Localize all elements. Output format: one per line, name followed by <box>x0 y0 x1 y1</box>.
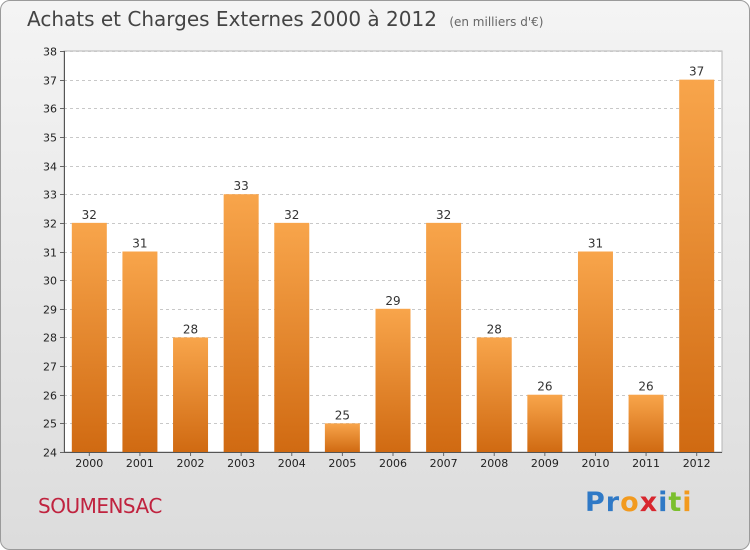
x-tick-label: 2001 <box>126 457 154 470</box>
x-tick-label: 2009 <box>531 457 559 470</box>
logo-letter: i <box>658 487 669 518</box>
y-tick-label: 28 <box>43 332 57 345</box>
y-tick-label: 31 <box>43 247 57 260</box>
x-tick-label: 2008 <box>480 457 508 470</box>
y-tick-label: 29 <box>43 304 57 317</box>
logo-letter: i <box>682 487 693 518</box>
y-tick-label: 35 <box>43 132 57 145</box>
x-tick-label: 2000 <box>75 457 103 470</box>
bar <box>577 251 613 452</box>
bar-value-label: 32 <box>82 208 97 222</box>
y-tick-label: 33 <box>43 189 57 202</box>
x-tick-label: 2006 <box>379 457 407 470</box>
bar <box>223 194 259 452</box>
logo-letter: x <box>639 487 659 518</box>
commune-name: SOUMENSAC <box>38 494 162 518</box>
logo-letter: o <box>620 487 640 518</box>
x-tick-label: 2004 <box>278 457 306 470</box>
bar <box>274 222 310 452</box>
y-tick-label: 37 <box>43 75 57 88</box>
bar <box>71 222 107 452</box>
chart-subtitle: (en milliers d'€) <box>449 15 544 29</box>
bar-value-label: 32 <box>284 208 299 222</box>
logo-letter: r <box>605 487 621 518</box>
bar <box>426 222 462 452</box>
bar <box>173 337 209 452</box>
bar-value-label: 33 <box>234 179 249 193</box>
y-tick-label: 34 <box>43 161 57 174</box>
bar <box>679 79 715 453</box>
bar <box>375 308 411 452</box>
bar-value-label: 25 <box>335 408 350 422</box>
x-tick-label: 2007 <box>430 457 458 470</box>
y-tick-label: 38 <box>43 46 57 59</box>
bar <box>122 251 158 452</box>
x-tick-label: 2011 <box>632 457 660 470</box>
x-tick-label: 2002 <box>177 457 205 470</box>
bar-value-label: 28 <box>183 322 198 336</box>
bar-value-label: 28 <box>487 322 502 336</box>
y-tick-label: 26 <box>43 390 57 403</box>
y-tick-label: 24 <box>43 447 57 460</box>
bar-value-label: 37 <box>689 65 704 79</box>
y-tick-label: 25 <box>43 418 57 431</box>
x-tick-label: 2005 <box>328 457 356 470</box>
logo-letter: t <box>668 487 683 518</box>
bar-value-label: 29 <box>385 294 400 308</box>
chart-title: Achats et Charges Externes 2000 à 2012 (… <box>27 7 543 31</box>
bar-value-label: 26 <box>537 380 552 394</box>
bar-value-label: 26 <box>638 380 653 394</box>
logo-letter: P <box>585 487 606 518</box>
bar-value-label: 31 <box>588 237 603 251</box>
bar <box>527 394 563 452</box>
y-tick-label: 36 <box>43 103 57 116</box>
y-tick-label: 27 <box>43 361 57 374</box>
bar <box>628 394 664 452</box>
bar-value-label: 31 <box>132 237 147 251</box>
y-tick-label: 32 <box>43 218 57 231</box>
x-tick-label: 2003 <box>227 457 255 470</box>
bar <box>324 423 360 452</box>
bar <box>476 337 512 452</box>
chart-title-text: Achats et Charges Externes 2000 à 2012 <box>27 7 437 31</box>
proxiti-logo[interactable]: Proxiti <box>585 487 693 518</box>
x-tick-label: 2012 <box>683 457 711 470</box>
bar-value-label: 32 <box>436 208 451 222</box>
y-tick-label: 30 <box>43 275 57 288</box>
x-tick-label: 2010 <box>581 457 609 470</box>
